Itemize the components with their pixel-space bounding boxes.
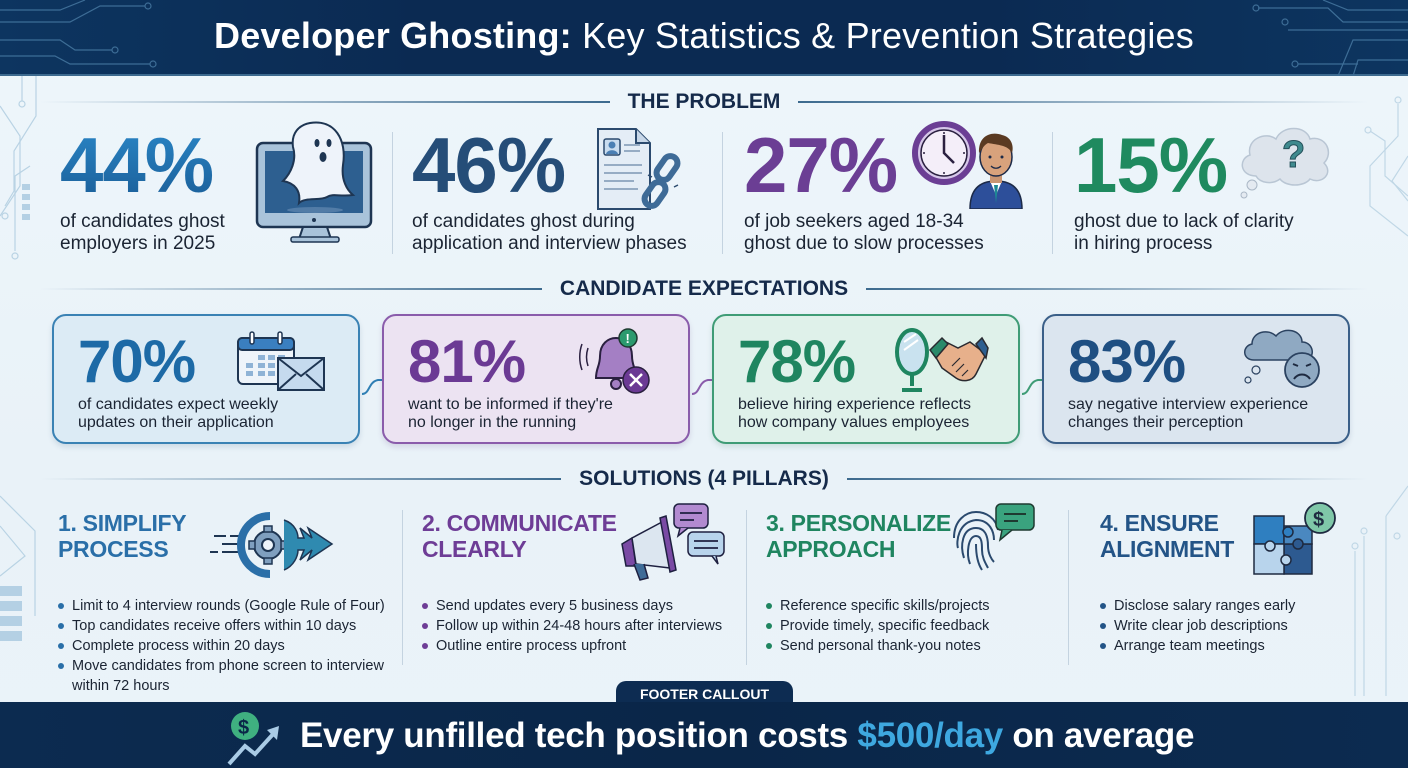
problem-stat-44: 44% of candidates ghost employers in 2025 xyxy=(60,121,390,265)
list-item: Disclose salary ranges early xyxy=(1100,596,1380,616)
pillar-communicate-clearly: 2. COMMUNICATE CLEARLY Send updates every… xyxy=(422,503,742,690)
footer-banner: $ Every unfilled tech position costs $50… xyxy=(0,702,1408,768)
list-item: Move candidates from phone screen to int… xyxy=(58,656,398,696)
divider xyxy=(722,132,723,254)
pillar-list: Limit to 4 interview rounds (Google Rule… xyxy=(58,596,398,696)
list-item: Limit to 4 interview rounds (Google Rule… xyxy=(58,596,398,616)
section-title-solutions: SOLUTIONS (4 PILLARS) xyxy=(40,467,1368,491)
list-item: Send personal thank-you notes xyxy=(766,636,1066,656)
ghost-monitor-icon xyxy=(255,121,373,243)
puzzle-dollar-icon: $ xyxy=(1253,502,1336,575)
pillar-list: Send updates every 5 business days Follo… xyxy=(422,596,742,656)
divider xyxy=(1052,132,1053,254)
expectation-card-83: 83% say negative interview experience cha… xyxy=(1042,314,1350,444)
fingerprint-chat-icon xyxy=(953,503,1035,571)
header-banner: Developer Ghosting: Key Statistics & Pre… xyxy=(0,0,1408,76)
divider xyxy=(402,510,403,665)
megaphone-chat-icon xyxy=(621,503,725,581)
problem-stat-15: 15% ghost due to lack of clarity in hirin… xyxy=(1074,125,1374,265)
list-item: Provide timely, specific feedback xyxy=(766,616,1066,636)
divider xyxy=(392,132,393,254)
svg-text:!: ! xyxy=(626,331,630,346)
svg-text:$: $ xyxy=(1313,509,1324,531)
svg-text:$: $ xyxy=(238,717,249,739)
list-item: Top candidates receive offers within 10 … xyxy=(58,616,398,636)
pillar-simplify-process: 1. SIMPLIFY PROCESS Limit to 4 interview … xyxy=(58,510,398,694)
pillar-personalize-approach: 3. PERSONALIZE APPROACH Reference specifi… xyxy=(766,503,1066,690)
sad-thought-icon xyxy=(1244,329,1320,388)
footer-message: Every unfilled tech position costs $500/… xyxy=(300,716,1195,755)
list-item: Write clear job descriptions xyxy=(1100,616,1380,636)
list-item: Arrange team meetings xyxy=(1100,636,1380,656)
clock-person-icon xyxy=(912,121,1023,209)
bell-alert-icon: ! xyxy=(579,328,650,394)
dollar-growth-icon: $ xyxy=(227,712,279,766)
svg-text:?: ? xyxy=(1282,134,1305,176)
expectation-card-70: 70% of candidates expect weekly updates o… xyxy=(52,314,360,444)
cost-highlight: $500/day xyxy=(857,716,1003,755)
pillar-list: Disclose salary ranges early Write clear… xyxy=(1100,596,1380,656)
list-item: Reference specific skills/projects xyxy=(766,596,1066,616)
divider xyxy=(1068,510,1069,665)
list-item: Outline entire process upfront xyxy=(422,636,742,656)
footer-callout-tab: FOOTER CALLOUT xyxy=(616,681,793,705)
problem-stat-46: 46% of candidates ghost during applicatio… xyxy=(412,125,722,265)
list-item: Send updates every 5 business days xyxy=(422,596,742,616)
broken-link-document-icon xyxy=(597,128,681,210)
pillar-ensure-alignment: 4. ENSURE ALIGNMENT Disclose salary range… xyxy=(1100,502,1380,690)
problem-stat-27: 27% of job seekers aged 18-34 ghost due t… xyxy=(744,121,1044,265)
divider xyxy=(746,510,747,665)
question-cloud-icon: ? xyxy=(1240,127,1330,199)
expectation-card-78: 78% believe hiring experience reflects ho… xyxy=(712,314,1020,444)
page-title: Developer Ghosting: Key Statistics & Pre… xyxy=(214,15,1194,56)
pillar-list: Reference specific skills/projects Provi… xyxy=(766,596,1066,656)
section-title-expectations: CANDIDATE EXPECTATIONS xyxy=(40,277,1368,301)
expectation-card-81: 81% want to be informed if they're no lon… xyxy=(382,314,690,444)
mirror-handshake-icon xyxy=(895,328,989,392)
calendar-mail-icon xyxy=(237,331,325,391)
list-item: Complete process within 20 days xyxy=(58,636,398,656)
gear-arrow-icon xyxy=(210,512,334,578)
list-item: Follow up within 24-48 hours after inter… xyxy=(422,616,742,636)
section-title-problem: THE PROBLEM xyxy=(40,90,1368,114)
